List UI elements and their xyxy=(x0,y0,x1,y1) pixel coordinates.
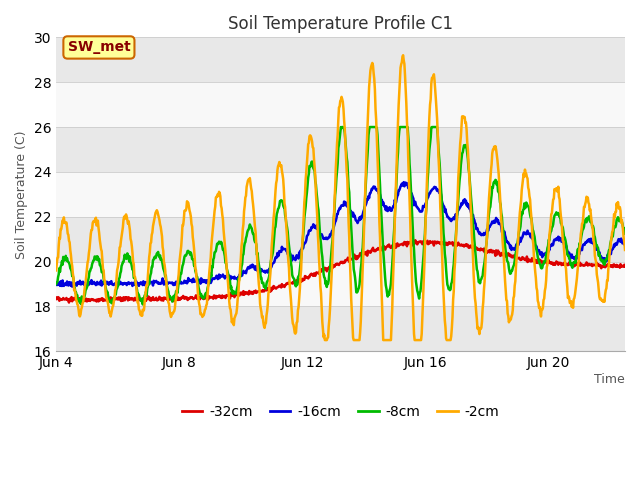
Y-axis label: Soil Temperature (C): Soil Temperature (C) xyxy=(15,130,28,259)
Text: Time: Time xyxy=(595,372,625,386)
Bar xyxy=(56,262,625,306)
Bar xyxy=(56,127,625,172)
Bar xyxy=(56,37,625,82)
Text: SW_met: SW_met xyxy=(68,40,131,54)
Bar xyxy=(56,217,625,262)
Title: Soil Temperature Profile C1: Soil Temperature Profile C1 xyxy=(228,15,453,33)
Bar xyxy=(56,82,625,127)
Legend: -32cm, -16cm, -8cm, -2cm: -32cm, -16cm, -8cm, -2cm xyxy=(176,399,505,424)
Bar xyxy=(56,306,625,351)
Bar xyxy=(56,172,625,217)
